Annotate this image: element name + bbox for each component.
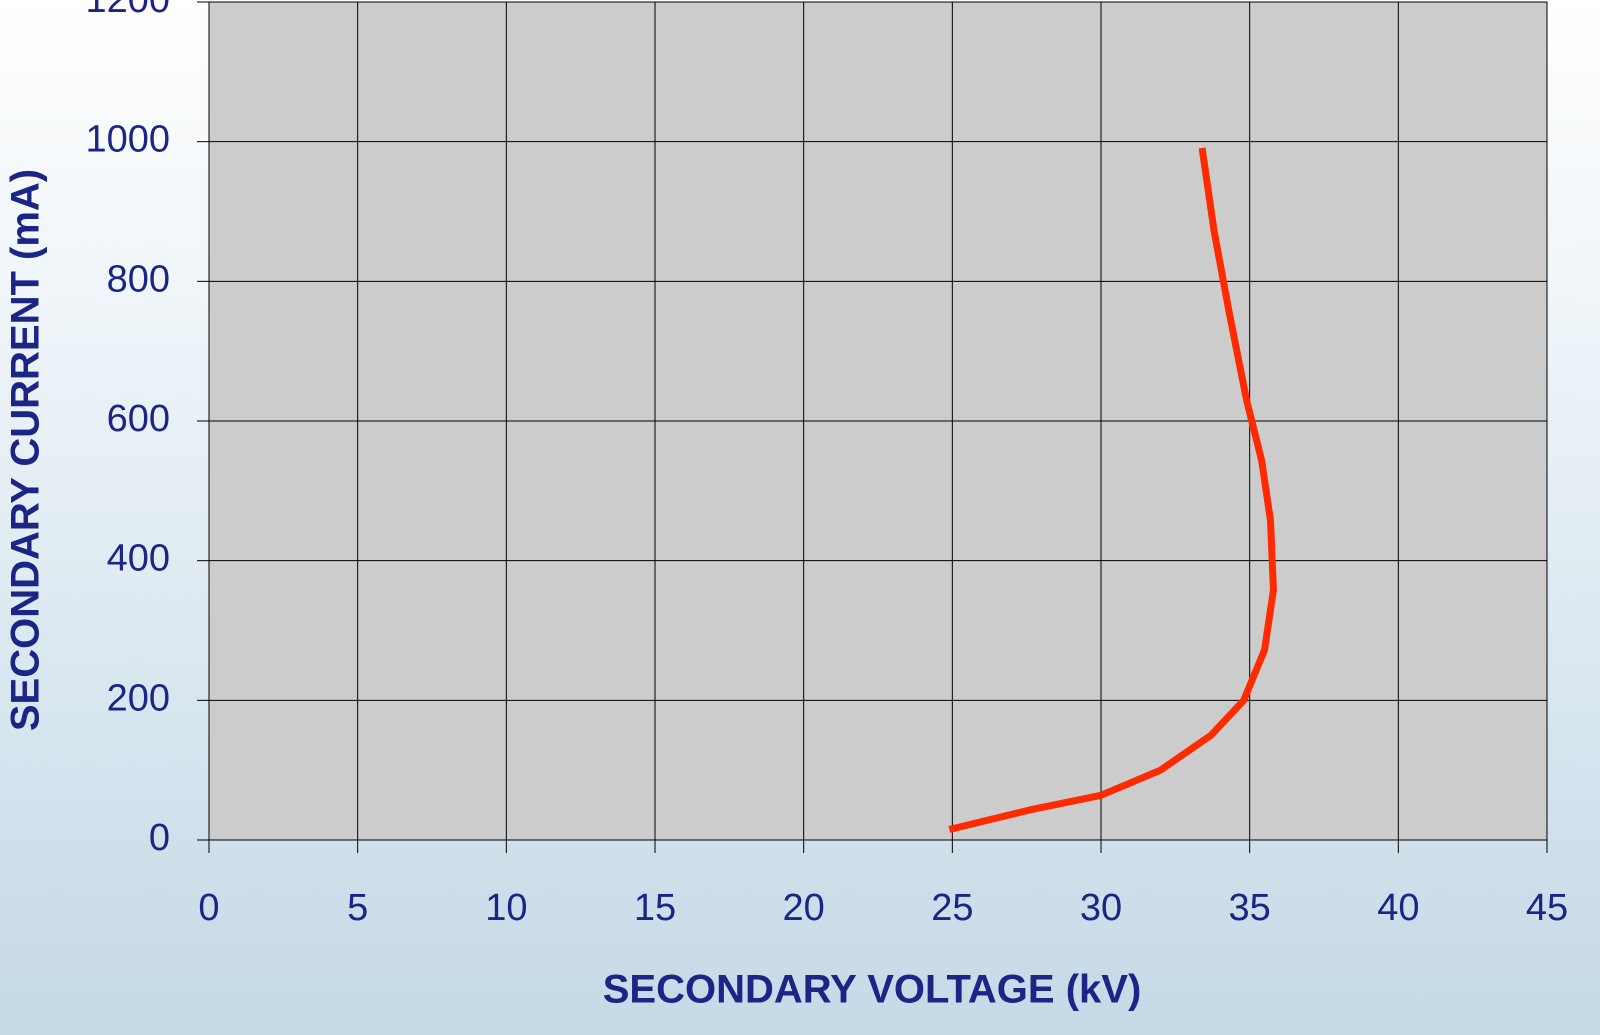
y-tick-label: 1200 xyxy=(85,0,170,21)
x-tick-label: 30 xyxy=(1080,887,1122,929)
x-tick-label: 35 xyxy=(1229,887,1271,929)
x-tick-label: 10 xyxy=(485,887,527,929)
y-tick-label: 400 xyxy=(107,538,170,580)
x-tick-label: 20 xyxy=(783,887,825,929)
plot-border xyxy=(208,1,1548,841)
x-tick-label: 25 xyxy=(931,887,973,929)
x-tick-label: 45 xyxy=(1526,887,1568,929)
y-tick-label: 200 xyxy=(107,677,170,719)
y-tick-label: 600 xyxy=(107,398,170,440)
y-axis-title: SECONDARY CURRENT (mA) xyxy=(4,169,48,731)
y-tick-label: 0 xyxy=(149,817,170,859)
y-tick-label: 1000 xyxy=(85,119,170,161)
data-line xyxy=(948,147,1277,833)
x-tick-label: 15 xyxy=(634,887,676,929)
x-tick-label: 5 xyxy=(347,887,368,929)
x-tick-label: 40 xyxy=(1377,887,1419,929)
x-axis-title: SECONDARY VOLTAGE (kV) xyxy=(603,968,1142,1012)
x-tick-label: 0 xyxy=(198,887,219,929)
y-tick-label: 800 xyxy=(107,258,170,300)
